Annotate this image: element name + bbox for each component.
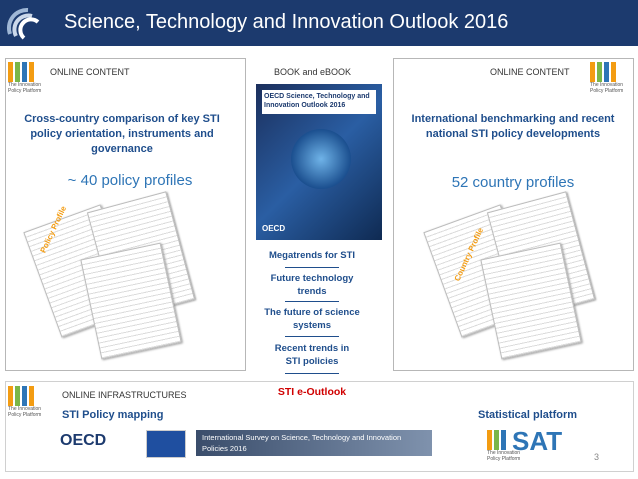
- logo-text: The Innovation Policy Platform: [487, 450, 521, 462]
- panel-heading: Cross-country comparison of key STI poli…: [24, 113, 220, 155]
- cover-title: OECD Science, Technology and Innovation …: [262, 90, 376, 114]
- oecd-emblem: [6, 7, 40, 40]
- panel-label: ONLINE CONTENT: [490, 67, 570, 77]
- panel-label: ONLINE CONTENT: [50, 67, 130, 77]
- survey-banner: International Survey on Science, Technol…: [196, 430, 432, 456]
- left-panel: [5, 58, 246, 371]
- book-label: BOOK and eBOOK: [274, 67, 352, 77]
- infrastructure-panel: [5, 381, 634, 472]
- panel-heading: International benchmarking and recent na…: [411, 113, 615, 140]
- chapter: Megatrends for STI: [268, 250, 356, 261]
- right-panel: [393, 58, 634, 371]
- separator: [285, 267, 339, 268]
- stat-logo: SAT: [512, 426, 563, 456]
- separator: [285, 373, 339, 374]
- chapter: Future technology trends: [270, 273, 354, 297]
- logo-text: The Innovation Policy Platform: [590, 82, 624, 94]
- statistical-platform: Statistical platform: [478, 409, 578, 421]
- oecd-logo: OECD: [60, 432, 107, 449]
- e-outlook: STI e-Outlook: [277, 386, 347, 398]
- eu-flag: [146, 430, 186, 458]
- panel-label: ONLINE INFRASTRUCTURES: [62, 390, 187, 400]
- cover-publisher: OECD: [262, 224, 286, 233]
- cover-art: [291, 129, 351, 189]
- stat-logo-mark: The Innovation Policy Platform: [487, 428, 527, 464]
- ipp-logo: The Innovation Policy Platform: [8, 60, 48, 96]
- panel-highlight: 52 country profiles: [451, 174, 575, 191]
- logo-text: The Innovation Policy Platform: [8, 82, 42, 94]
- panel-highlight: ~ 40 policy profiles: [67, 172, 193, 189]
- ipp-logo: The Innovation Policy Platform: [8, 384, 48, 420]
- separator: [285, 336, 339, 337]
- logo-text: The Innovation Policy Platform: [8, 406, 42, 418]
- chapter: Recent trends in STI policies: [274, 343, 350, 367]
- page-number: 3: [594, 452, 600, 462]
- header-bar: Science, Technology and Innovation Outlo…: [0, 0, 638, 46]
- slide-title: Science, Technology and Innovation Outlo…: [64, 11, 509, 33]
- book-cover: OECD Science, Technology and Innovation …: [256, 84, 382, 240]
- policy-mapping: STI Policy mapping: [62, 409, 164, 421]
- ipp-logo: The Innovation Policy Platform: [590, 60, 630, 96]
- chapter: The future of science systems: [264, 307, 360, 331]
- separator: [285, 301, 339, 302]
